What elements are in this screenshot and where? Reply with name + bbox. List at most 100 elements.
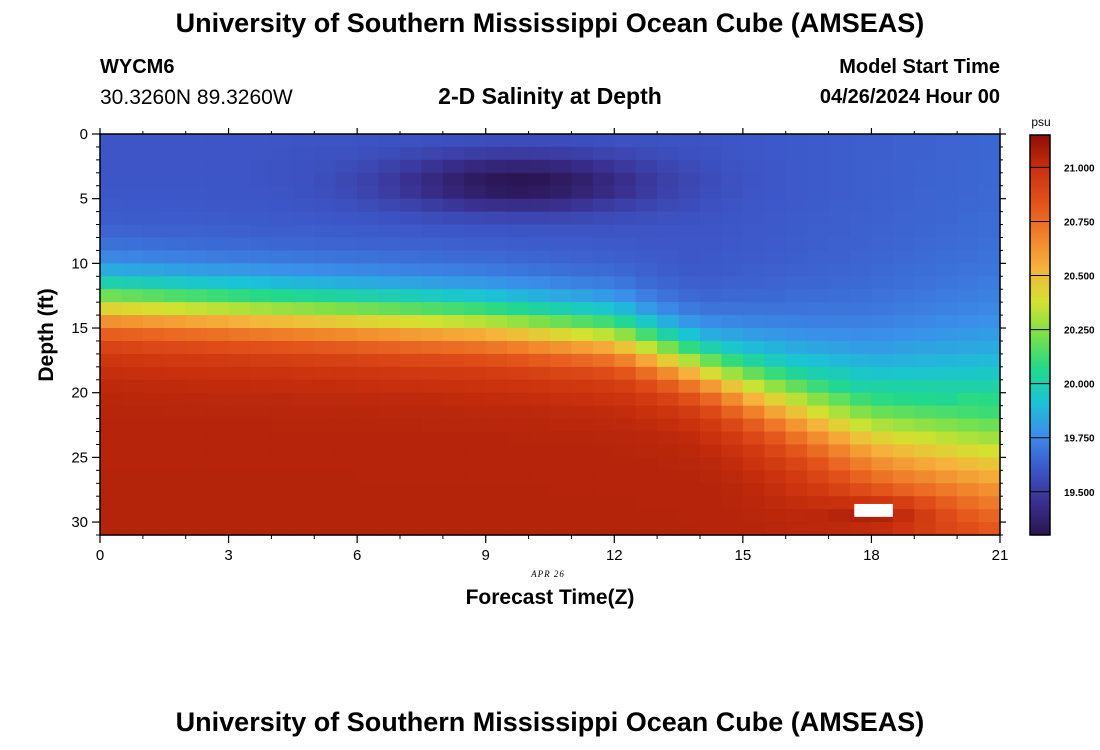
heatmap-cell	[550, 470, 573, 484]
heatmap-cell	[935, 172, 958, 187]
heatmap-cell	[871, 198, 894, 213]
heatmap-cell	[785, 250, 808, 264]
heatmap-cell	[335, 522, 358, 536]
heatmap-cell	[592, 405, 615, 420]
heatmap-cell	[700, 328, 723, 342]
heatmap-cell	[635, 431, 658, 446]
heatmap-cell	[185, 444, 208, 458]
heatmap-cell	[228, 340, 251, 355]
heatmap-cell	[100, 289, 123, 303]
heatmap-cell	[892, 315, 915, 329]
heatmap-cell	[528, 263, 551, 277]
heatmap-cell	[250, 392, 273, 407]
heatmap-cell	[828, 276, 851, 290]
heatmap-cell	[892, 418, 915, 433]
heatmap-cell	[571, 457, 594, 471]
heatmap-cell	[378, 470, 401, 484]
heatmap-cell	[442, 146, 465, 161]
heatmap-cell	[507, 483, 530, 497]
heatmap-cell	[292, 250, 315, 264]
heatmap-cell	[657, 134, 680, 148]
heatmap-cell	[400, 431, 423, 446]
heatmap-cell	[400, 392, 423, 407]
heatmap-cell	[871, 250, 894, 264]
heatmap-cell	[421, 172, 444, 187]
heatmap-cell	[464, 185, 487, 200]
heatmap-cell	[164, 431, 187, 446]
heatmap-cell	[100, 483, 123, 497]
heatmap-cell	[807, 444, 830, 458]
heatmap-cell	[935, 470, 958, 484]
heatmap-cell	[507, 146, 530, 161]
heatmap-cell	[292, 496, 315, 510]
heatmap-cell	[764, 470, 787, 484]
heatmap-cell	[228, 224, 251, 239]
heatmap-cell	[914, 353, 937, 368]
heatmap-cell	[592, 237, 615, 252]
heatmap-cell	[721, 483, 744, 497]
heatmap-cell	[742, 405, 765, 420]
heatmap-cell	[271, 509, 294, 523]
heatmap-cell	[550, 379, 573, 394]
heatmap-cell	[935, 198, 958, 213]
heatmap-cell	[764, 496, 787, 510]
heatmap-cell	[657, 392, 680, 407]
heatmap-cell	[185, 522, 208, 536]
heatmap-cell	[207, 302, 230, 316]
heatmap-cell	[850, 146, 873, 161]
heatmap-cell	[850, 134, 873, 148]
heatmap-cell	[292, 159, 315, 174]
heatmap-cell	[785, 328, 808, 342]
heatmap-cell	[721, 198, 744, 213]
heatmap-cell	[292, 185, 315, 200]
heatmap-cell	[571, 444, 594, 458]
heatmap-cell	[271, 418, 294, 433]
heatmap-cell	[657, 444, 680, 458]
heatmap-cell	[892, 172, 915, 187]
heatmap-cell	[250, 146, 273, 161]
heatmap-cell	[464, 340, 487, 355]
heatmap-cell	[871, 302, 894, 316]
heatmap-cell	[185, 237, 208, 252]
heatmap-cell	[378, 483, 401, 497]
heatmap-cell	[635, 172, 658, 187]
heatmap-cell	[678, 198, 701, 213]
heatmap-cell	[335, 289, 358, 303]
heatmap-cell	[400, 405, 423, 420]
heatmap-cell	[271, 250, 294, 264]
heatmap-cell	[635, 444, 658, 458]
heatmap-cell	[485, 328, 508, 342]
heatmap-cell	[485, 276, 508, 290]
heatmap-cell	[592, 340, 615, 355]
heatmap-cell	[250, 211, 273, 226]
heatmap-cell	[400, 237, 423, 252]
heatmap-cell	[164, 405, 187, 420]
heatmap-cell	[571, 159, 594, 174]
heatmap-cell	[550, 250, 573, 264]
heatmap-cell	[892, 185, 915, 200]
heatmap-cell	[721, 418, 744, 433]
heatmap-cell	[142, 198, 165, 213]
heatmap-cell	[850, 522, 873, 536]
heatmap-cell	[892, 211, 915, 226]
heatmap-cell	[314, 237, 337, 252]
heatmap-cell	[314, 185, 337, 200]
heatmap-cell	[207, 405, 230, 420]
heatmap-cell	[978, 496, 1001, 510]
heatmap-cell	[914, 224, 937, 239]
heatmap-cell	[185, 263, 208, 277]
heatmap-cell	[100, 134, 123, 148]
heatmap-cell	[250, 185, 273, 200]
heatmap-cell	[635, 263, 658, 277]
heatmap-cell	[442, 263, 465, 277]
heatmap-cell	[657, 146, 680, 161]
heatmap-cell	[742, 470, 765, 484]
heatmap-cell	[700, 185, 723, 200]
heatmap-cell	[785, 457, 808, 471]
heatmap-cell	[271, 392, 294, 407]
heatmap-cell	[335, 159, 358, 174]
heatmap-cell	[357, 353, 380, 368]
heatmap-cell	[700, 315, 723, 329]
heatmap-cell	[892, 263, 915, 277]
x-tick-label: 3	[224, 547, 232, 564]
